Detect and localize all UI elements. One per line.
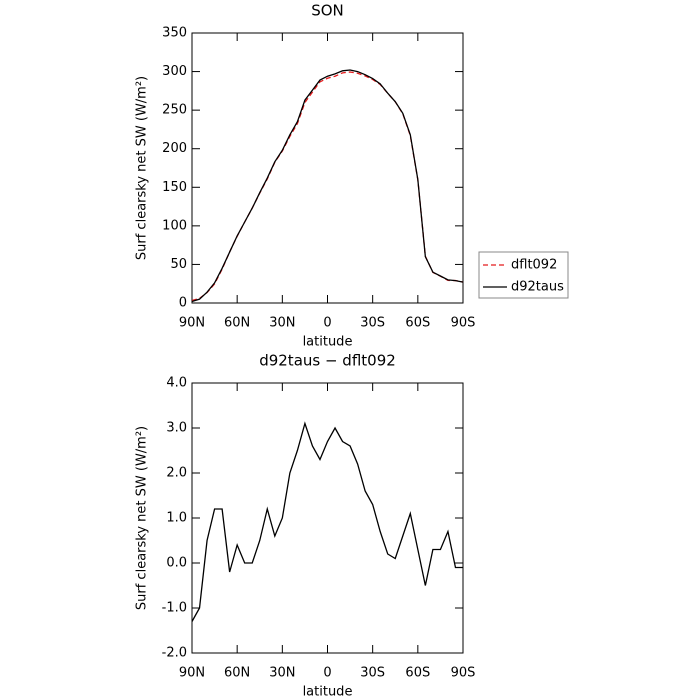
- y-tick-label: 350: [162, 26, 187, 41]
- x-tick-label: 0: [323, 316, 331, 331]
- y-tick-label: 200: [162, 141, 187, 156]
- data-line: [191, 69, 464, 303]
- y-tick-label: 0: [179, 296, 187, 311]
- y-tick-label: 4.0: [166, 376, 187, 391]
- x-axis-label: latitude: [303, 335, 353, 350]
- x-tick-label: 60S: [405, 666, 430, 681]
- chart-title: d92taus − dflt092: [259, 352, 396, 370]
- chart-title: SON: [311, 2, 344, 20]
- y-tick-label: 150: [162, 180, 187, 195]
- x-tick-label: 90N: [179, 316, 205, 331]
- y-tick-label: 0.0: [166, 556, 187, 571]
- y-tick-label: 50: [170, 257, 187, 272]
- plot-frame: [191, 382, 464, 654]
- y-tick-label: 3.0: [166, 421, 187, 436]
- y-tick-label: 2.0: [166, 466, 187, 481]
- x-tick-label: 60S: [405, 316, 430, 331]
- x-tick-label: 30S: [360, 666, 385, 681]
- data-line: [191, 71, 464, 302]
- y-tick-label: 1.0: [166, 511, 187, 526]
- x-tick-label: 30N: [269, 316, 295, 331]
- legend-frame: [478, 251, 569, 299]
- data-line: [191, 421, 463, 622]
- x-axis-label: latitude: [303, 685, 353, 700]
- y-axis-label: Surf clearsky net SW (W/m²): [135, 76, 150, 260]
- x-tick-label: 0: [323, 666, 331, 681]
- x-tick-label: 90S: [451, 316, 476, 331]
- x-tick-label: 60N: [224, 666, 250, 681]
- legend-label: dflt092: [511, 258, 557, 273]
- x-tick-label: 60N: [224, 316, 250, 331]
- y-axis-label: Surf clearsky net SW (W/m²): [135, 426, 150, 610]
- x-tick-label: 90N: [179, 666, 205, 681]
- x-tick-label: 30S: [360, 316, 385, 331]
- y-tick-label: 100: [162, 218, 187, 233]
- x-tick-label: 90S: [451, 666, 476, 681]
- y-tick-label: -1.0: [162, 601, 187, 616]
- legend-label: d92taus: [511, 280, 564, 295]
- y-tick-label: 300: [162, 64, 187, 79]
- plot-frame: [191, 32, 464, 304]
- y-tick-label: -2.0: [162, 646, 187, 661]
- y-tick-label: 250: [162, 103, 187, 118]
- x-tick-label: 30N: [269, 666, 295, 681]
